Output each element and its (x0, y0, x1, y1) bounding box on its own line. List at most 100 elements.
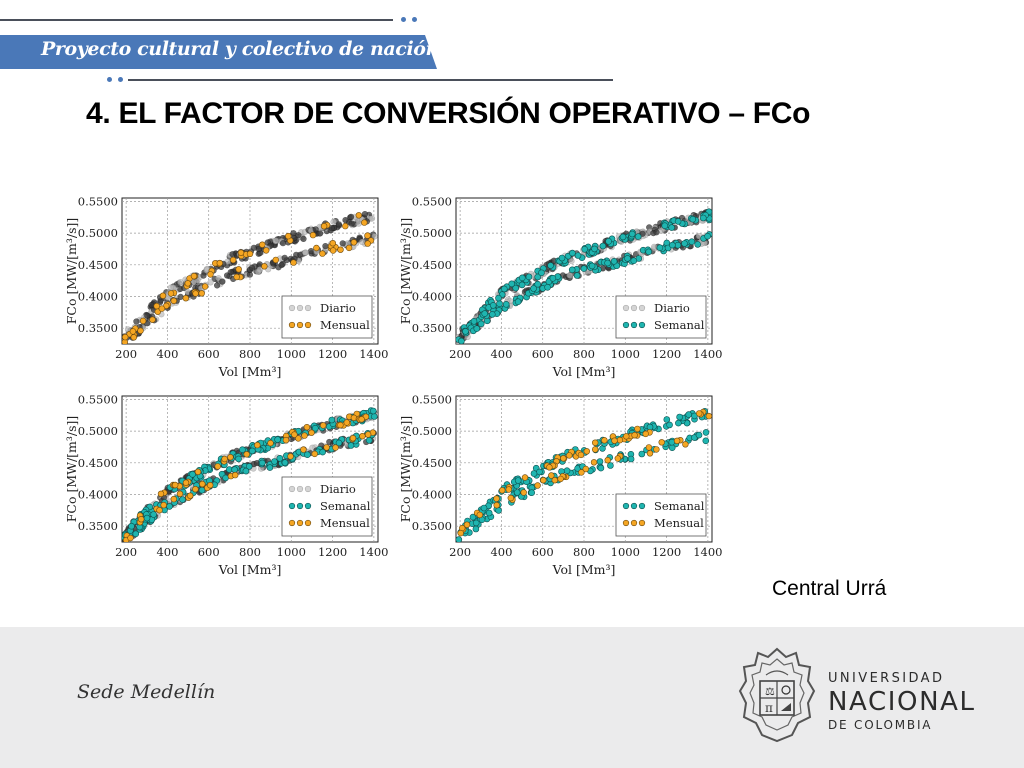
x-tick-label: 1400 (693, 545, 722, 559)
data-point-semanal (549, 275, 557, 282)
data-point-mensual (364, 431, 372, 438)
data-point-mensual (673, 437, 681, 444)
data-point-semanal (568, 266, 576, 274)
data-point-diario (330, 218, 337, 225)
scatter-points (456, 407, 712, 542)
data-point-mensual (199, 480, 206, 488)
data-point-semanal (661, 222, 669, 230)
data-point-semanal (596, 458, 604, 465)
data-point-semanal (495, 294, 502, 302)
data-point-mensual (182, 479, 190, 486)
x-tick-label: 200 (449, 347, 471, 361)
data-point-diario (224, 272, 231, 279)
y-tick-label: 0.3500 (412, 519, 452, 533)
data-point-mensual (696, 410, 703, 417)
data-point-mensual (653, 446, 660, 453)
data-point-semanal (634, 233, 642, 240)
data-point-semanal (266, 464, 274, 471)
data-point-mensual (216, 259, 224, 267)
legend-marker (630, 519, 638, 527)
data-point-semanal (689, 215, 697, 223)
legend-marker (622, 502, 630, 510)
x-tick-label: 800 (239, 545, 261, 559)
data-point-mensual (127, 534, 134, 542)
data-point-semanal (198, 486, 206, 494)
data-point-mensual (623, 433, 630, 440)
legend-label: Semanal (320, 499, 371, 513)
data-point-mensual (182, 294, 190, 302)
data-point-mensual (233, 273, 240, 281)
data-point-mensual (160, 501, 167, 509)
x-axis-label: Vol [Mm³] (552, 562, 616, 577)
data-point-mensual (342, 222, 349, 230)
data-point-semanal (249, 447, 256, 455)
data-point-semanal (610, 258, 618, 265)
data-point-mensual (329, 247, 337, 254)
data-point-semanal (597, 464, 605, 472)
data-point-semanal (624, 255, 631, 262)
data-point-mensual (295, 435, 302, 442)
data-point-mensual (642, 430, 649, 438)
data-point-mensual (198, 290, 205, 297)
university-seal-icon: ⚖ π (738, 647, 816, 743)
chart-legend: Diario Mensual (281, 295, 373, 339)
x-tick-label: 200 (115, 545, 137, 559)
data-point-semanal (674, 241, 682, 249)
legend-marker (638, 502, 646, 510)
data-point-mensual (645, 444, 653, 451)
data-point-semanal (627, 455, 635, 463)
data-point-semanal (512, 284, 519, 292)
data-point-mensual (520, 489, 527, 496)
data-point-diario (368, 215, 376, 222)
data-point-semanal (276, 455, 284, 462)
banner-text: Proyecto cultural y colectivo de nación (41, 38, 439, 60)
data-point-mensual (194, 468, 202, 476)
data-point-mensual (186, 492, 194, 499)
data-point-semanal (663, 416, 671, 423)
data-point-mensual (364, 240, 371, 247)
data-point-mensual (259, 241, 266, 248)
data-point-mensual (290, 259, 297, 266)
data-point-mensual (463, 521, 471, 528)
data-point-semanal (456, 536, 463, 542)
data-point-mensual (583, 448, 591, 455)
legend-label: Semanal (654, 499, 705, 513)
data-point-semanal (489, 311, 496, 318)
data-point-mensual (192, 485, 199, 493)
x-tick-label: 1000 (277, 347, 306, 361)
data-point-mensual (237, 249, 245, 256)
legend-label: Mensual (320, 318, 370, 332)
x-tick-label: 800 (573, 545, 595, 559)
data-point-mensual (577, 451, 585, 459)
y-tick-label: 0.5000 (412, 226, 452, 240)
y-tick-label: 0.4000 (78, 487, 118, 501)
data-point-mensual (227, 453, 234, 461)
data-point-semanal (674, 218, 682, 225)
data-point-mensual (604, 456, 611, 464)
data-point-diario (566, 272, 573, 279)
data-point-semanal (485, 509, 493, 517)
data-point-semanal (676, 413, 683, 421)
y-tick-label: 0.5000 (78, 424, 118, 438)
data-point-mensual (329, 239, 336, 247)
data-point-mensual (320, 422, 327, 429)
y-tick-label: 0.4000 (78, 289, 118, 303)
y-axis-label: FCo [MW/[m³/s]] (398, 416, 413, 523)
university-name-line2: NACIONAL (828, 687, 976, 717)
data-point-mensual (282, 436, 290, 444)
y-tick-label: 0.5500 (412, 194, 452, 208)
y-tick-label: 0.5000 (78, 226, 118, 240)
data-point-mensual (634, 425, 641, 433)
data-point-semanal (702, 437, 710, 445)
data-point-mensual (361, 219, 368, 226)
y-tick-label: 0.4500 (412, 258, 452, 272)
data-point-mensual (303, 423, 311, 431)
data-point-semanal (704, 232, 711, 240)
data-point-mensual (614, 455, 622, 462)
data-point-diario (148, 301, 155, 309)
legend-marker (304, 519, 312, 527)
data-point-semanal (281, 459, 289, 466)
data-point-semanal (530, 470, 538, 477)
data-point-semanal (472, 525, 480, 533)
data-point-mensual (476, 511, 484, 519)
